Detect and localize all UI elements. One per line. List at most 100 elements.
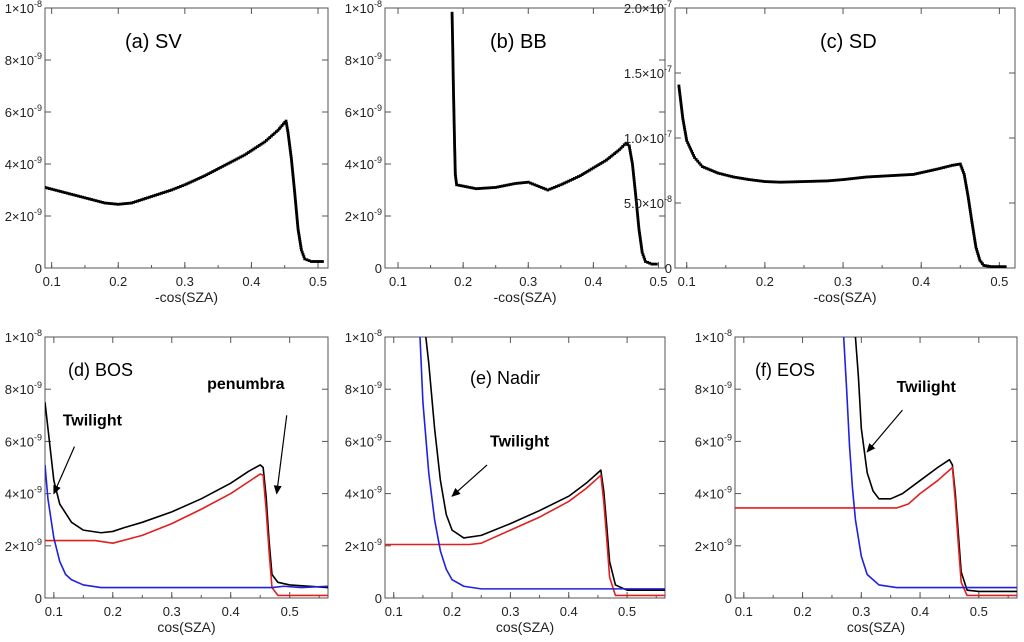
data-point (291, 173, 295, 176)
data-point (899, 173, 903, 177)
data-point (924, 170, 928, 173)
data-point (637, 223, 640, 226)
data-point (298, 238, 302, 241)
data-point (639, 244, 643, 248)
data-point (453, 149, 457, 152)
panel-6: 0.1 0.2 0.3 0.4 0.5 0 2×10-9 4×10-9 6×10-9 8×10-9… (695, 328, 1018, 635)
data-point (48, 187, 51, 190)
data-point (999, 265, 1003, 268)
data-point (296, 223, 300, 227)
data-point (697, 161, 701, 165)
data-point (298, 242, 302, 245)
data-point (965, 188, 969, 192)
data-point (227, 161, 231, 165)
data-point (187, 181, 191, 185)
series-group (735, 337, 1017, 597)
data-point (767, 180, 771, 184)
data-point (884, 174, 888, 178)
data-point (299, 244, 303, 248)
data-point (582, 172, 586, 175)
panel-3: 0.1 0.2 0.3 0.4 0.505.0×10-81.0×10-71.5×10-7… (624, 0, 1016, 305)
data-point (453, 155, 457, 159)
data-point (552, 186, 556, 189)
data-point (59, 190, 62, 193)
data-point (505, 183, 508, 187)
data-point (479, 187, 482, 190)
data-point (271, 133, 275, 136)
data-point (288, 148, 292, 152)
data-point (639, 238, 642, 242)
data-point (971, 227, 975, 231)
data-point (729, 175, 733, 178)
data-point (688, 145, 692, 149)
data-point (635, 202, 638, 206)
x-tick-label: 0.3 (163, 604, 181, 619)
data-point (629, 153, 633, 157)
data-point (781, 180, 785, 184)
data-point (890, 174, 894, 177)
data-point (975, 247, 978, 251)
data-point (911, 173, 915, 176)
data-point (752, 178, 756, 182)
x-tick-label: 0.3 (501, 604, 519, 619)
data-point (217, 167, 221, 170)
x-tick-label: 0.3 (852, 604, 870, 619)
data-point (288, 142, 291, 146)
y-tick-label: 1×10-8 (695, 328, 732, 345)
data-point (972, 232, 976, 236)
data-point (1003, 265, 1007, 268)
data-point (597, 163, 601, 166)
data-point (712, 170, 716, 173)
data-point (765, 180, 769, 184)
data-point (1001, 265, 1005, 268)
data-point (114, 202, 118, 206)
data-point (618, 148, 621, 152)
data-point (297, 233, 301, 237)
data-point (638, 236, 642, 239)
data-point (453, 166, 457, 170)
data-point (453, 140, 456, 144)
data-point (967, 201, 971, 205)
data-point (450, 27, 454, 31)
data-point (318, 260, 322, 263)
data-point (929, 169, 932, 173)
data-point (743, 177, 747, 181)
x-tick-label: 0.1 (385, 604, 403, 619)
data-point (637, 227, 641, 231)
data-point (679, 97, 682, 101)
data-point (451, 65, 455, 68)
data-point (511, 182, 515, 186)
data-point (978, 258, 982, 262)
data-point (450, 18, 454, 22)
data-point (858, 176, 862, 180)
data-point (92, 198, 96, 202)
data-point (274, 130, 278, 134)
data-point (294, 206, 298, 209)
data-point (201, 175, 205, 179)
panel-title: (a) SV (125, 31, 182, 53)
data-point (683, 128, 687, 131)
data-point (679, 101, 683, 105)
data-point (590, 167, 593, 171)
data-point (542, 186, 545, 190)
data-point (285, 124, 289, 128)
data-point (451, 34, 454, 38)
data-point (54, 188, 58, 192)
data-point (297, 231, 301, 235)
data-point (992, 265, 995, 268)
data-point (286, 131, 290, 135)
data-point (287, 140, 291, 143)
data-point (966, 192, 970, 196)
data-point (290, 166, 294, 170)
data-point (233, 158, 237, 162)
data-point (286, 129, 290, 132)
x-tick-label: 0.2 (756, 274, 774, 289)
x-axis-label: cos(SZA) (847, 619, 905, 635)
data-point (288, 144, 292, 148)
data-point (281, 122, 285, 126)
x-axis-label: cos(SZA) (157, 619, 215, 635)
data-point (963, 179, 967, 183)
data-point (170, 188, 173, 192)
data-point (450, 16, 454, 20)
x-tick-label: 0.4 (911, 604, 929, 619)
